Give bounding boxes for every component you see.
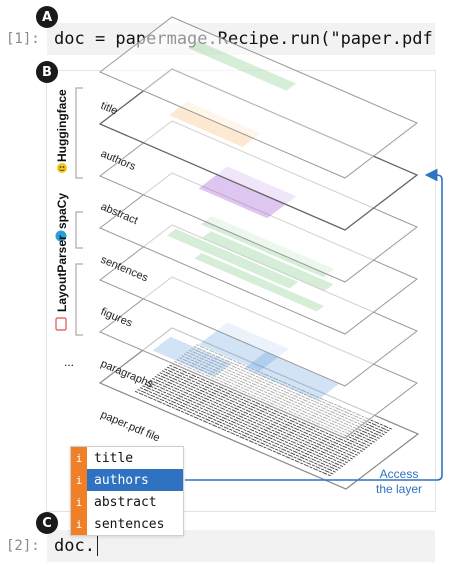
- text-cursor: [96, 536, 99, 556]
- tool-label-layoutparser: LayoutParser: [55, 235, 69, 312]
- spacy-icon: [55, 230, 67, 242]
- layer-paragraphs-region: [198, 322, 289, 372]
- autocomplete-item-sentences[interactable]: i sentences: [71, 513, 183, 535]
- autocomplete-item-title[interactable]: i title: [71, 447, 183, 469]
- layer-label-6: paper.pdf file: [99, 409, 162, 445]
- layer-paragraphs-region: [152, 336, 232, 377]
- property-icon: i: [71, 513, 87, 535]
- tool-label-huggingface: Huggingface: [55, 89, 69, 162]
- autocomplete-item-abstract[interactable]: i abstract: [71, 491, 183, 513]
- access-annotation-line2: the layer: [375, 482, 423, 496]
- layer-title-region: [188, 41, 296, 91]
- access-annotation-line1: Access: [379, 467, 419, 481]
- access-annotation: Access the layer: [362, 467, 436, 497]
- badge-c: C: [36, 512, 58, 534]
- layer-paper-pdf: [98, 327, 420, 490]
- cell-1-prompt: [1]:: [6, 31, 40, 47]
- autocomplete-item-authors[interactable]: i authors: [71, 469, 183, 491]
- layer-paragraphs-region: [244, 352, 340, 401]
- tool-label-more: ...: [64, 355, 74, 369]
- layer-sentences-region: [167, 228, 299, 289]
- layer-title: [99, 16, 418, 179]
- property-icon: i: [71, 491, 87, 513]
- layer-paragraphs: [99, 276, 418, 439]
- autocomplete-list: i title i authors i abstract i sentences: [70, 446, 184, 536]
- autocomplete-item-label: title: [94, 450, 134, 466]
- autocomplete-item-label: authors: [94, 472, 149, 488]
- layer-abstract-region: [198, 166, 297, 219]
- access-arrow: [185, 168, 443, 481]
- layer-sentences-region: [202, 231, 334, 291]
- tool-label-spacy: spaCy: [55, 193, 69, 229]
- badge-a: A: [36, 6, 58, 28]
- autocomplete-item-label: abstract: [94, 494, 157, 510]
- huggingface-icon: [57, 163, 67, 173]
- property-icon: i: [71, 447, 87, 469]
- layoutparser-icon: [55, 317, 67, 331]
- autocomplete-item-label: sentences: [94, 516, 165, 532]
- cell-2-prompt: [2]:: [6, 538, 40, 554]
- property-icon: i: [71, 469, 87, 491]
- layer-authors-region: [169, 101, 261, 147]
- badge-b: B: [36, 61, 58, 83]
- layer-sentences-region: [194, 253, 325, 312]
- cell-2-code-text: doc.: [54, 536, 95, 556]
